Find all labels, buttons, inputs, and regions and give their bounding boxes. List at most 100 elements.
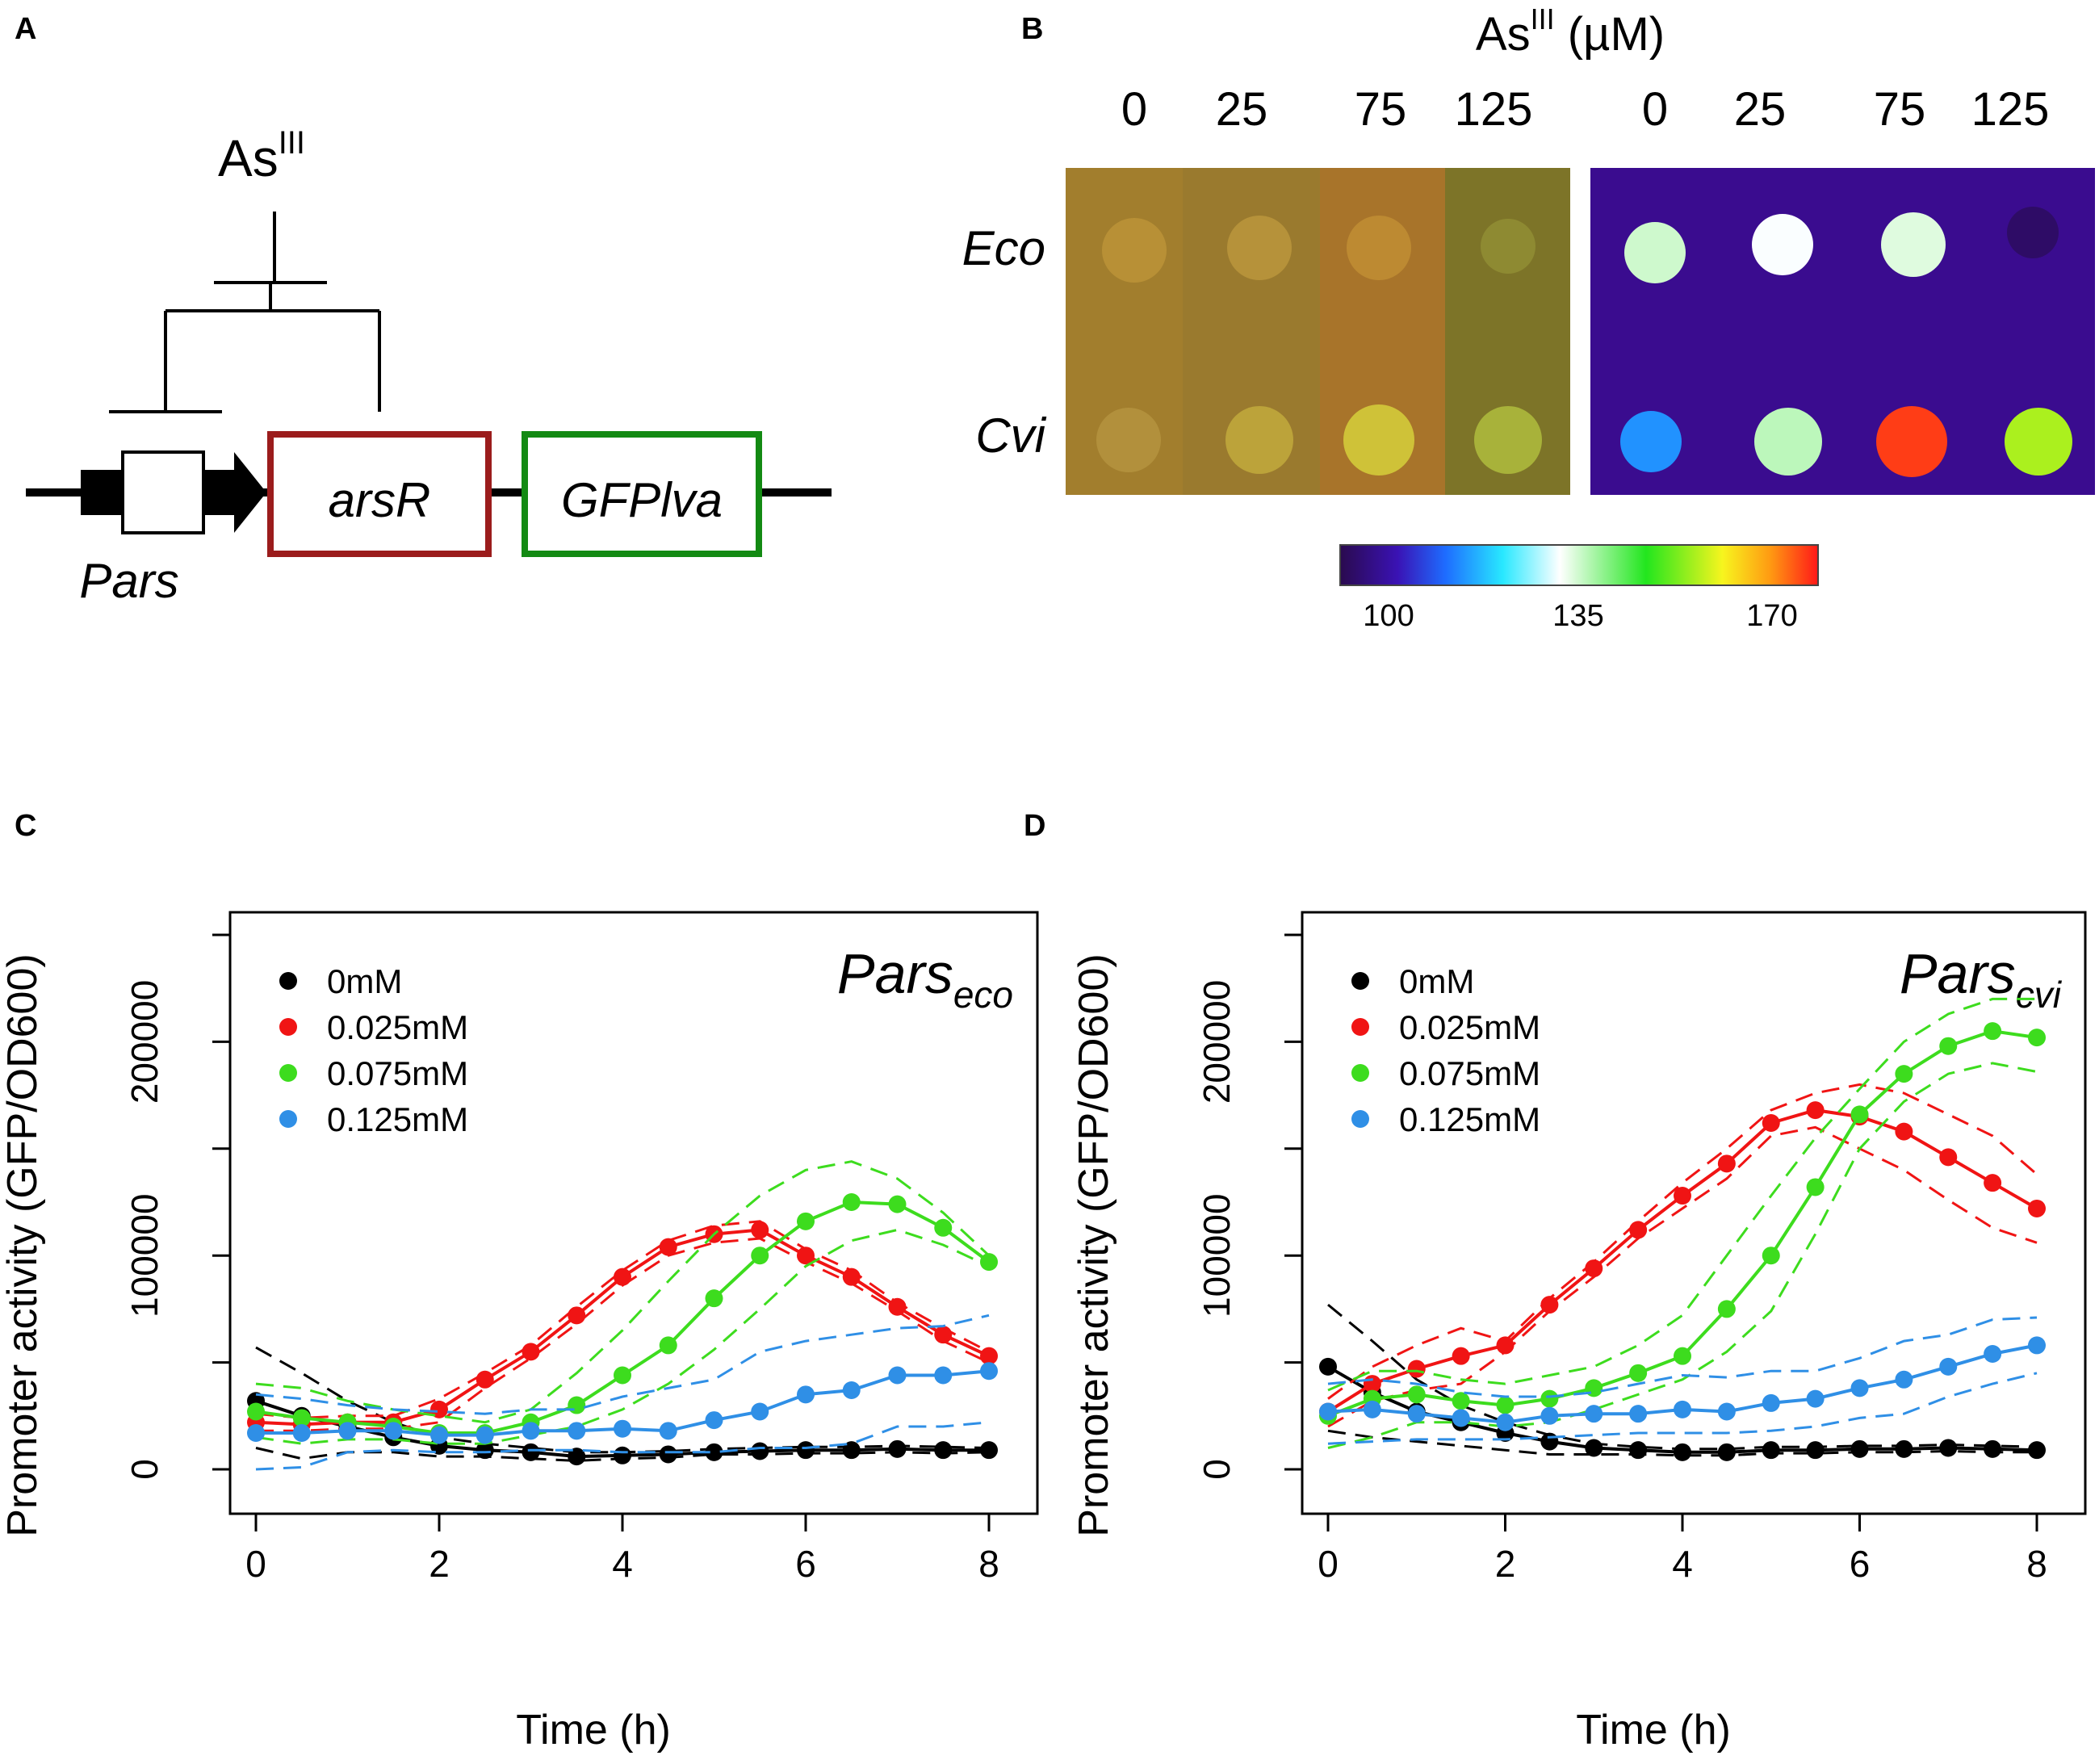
data-point [751,1402,769,1421]
x-tick-label: 8 [978,1543,999,1585]
data-point [430,1426,448,1444]
data-point [476,1441,494,1460]
chart-title-main: Pars [837,942,953,1005]
fluorescence-spot [1876,406,1947,477]
data-point [797,1441,815,1460]
data-point [292,1423,311,1442]
data-point [2028,1029,2046,1047]
series-0.125mM [1319,1316,2046,1445]
data-point [1850,1105,1869,1124]
fluorescence-spot [1754,408,1822,476]
x-axis-title: Time (h) [516,1707,671,1754]
data-point [476,1426,494,1444]
x-tick-label: 0 [245,1543,266,1585]
legend-marker [279,1064,297,1082]
effector-label: AsIII [218,125,305,187]
data-point [1585,1439,1603,1457]
y-tick-label: 0 [124,1459,165,1480]
data-point [2028,1199,2046,1217]
series-0.075mM [1319,997,2046,1449]
legend-label: 0.075mM [1399,1054,1540,1092]
line-chart-c: 0 2 4 6 8 0 100000 200000 Time (h) Promoter activ… [0,911,1039,1754]
x-tick-label: 6 [1850,1543,1871,1585]
panel-d: D 0 2 4 6 8 0 100000 200000 Time (h) Promoter act… [1024,809,2087,1754]
data-point [842,1267,861,1286]
data-point [1717,1443,1736,1461]
x-tick-label: 8 [2026,1543,2047,1585]
legend-label: 0.075mM [327,1054,468,1092]
construct-diagram: arsR GFPlva Pars [26,431,832,608]
legend-marker [1351,1064,1369,1082]
line-chart-d: 0 2 4 6 8 0 100000 200000 Time (h) Promoter activ… [1070,911,2087,1754]
legend-marker [279,1110,297,1128]
ci-upper-line [255,1220,990,1419]
conc-label: 125 [1455,83,1533,136]
x-tick-label: 0 [1318,1543,1339,1585]
arsr-gene-box [267,431,492,557]
data-point [1540,1389,1559,1408]
data-point [797,1385,815,1404]
data-point [568,1396,586,1414]
data-point [1674,1400,1691,1418]
legend-label: 0.125mM [327,1100,468,1138]
data-point [1717,1300,1736,1318]
legend-marker [1351,972,1369,990]
ci-upper-line [1327,997,2037,1392]
gfp-gene-box [522,431,762,557]
data-point [1452,1409,1470,1427]
fluorescence-spot [1620,411,1682,472]
data-point [1496,1413,1515,1431]
fluorescence-spot [1752,214,1813,275]
data-point [934,1366,953,1385]
data-point [751,1221,769,1239]
data-point [1895,1370,1913,1389]
data-point [1452,1392,1470,1410]
photo-spot [1474,406,1542,474]
x-tick-label: 6 [795,1543,816,1585]
data-point [522,1443,540,1461]
photo-spot [1225,406,1293,474]
conc-label: 0 [1121,83,1147,136]
data-point [247,1423,265,1442]
photo-spot [1347,216,1411,280]
y-axis-title: Promoter activity (GFP/OD600) [0,953,46,1536]
conc-label: 0 [1642,83,1668,136]
ci-upper-line [255,1160,991,1424]
legend-marker [1351,1018,1369,1036]
legend-marker [279,1018,297,1036]
data-point [888,1439,907,1458]
data-point [888,1195,907,1213]
gfp-gene-label: GFPlva [561,473,723,527]
ci-upper-line [255,1314,990,1415]
data-point [1629,1405,1648,1423]
legend-label: 0.025mM [1399,1008,1540,1046]
ci-lower-line [1327,1372,2038,1445]
data-point [934,1326,953,1344]
data-point [1540,1296,1559,1314]
legend-label: 0mM [1399,962,1474,1000]
data-point [1939,1148,1958,1167]
data-point [614,1267,631,1286]
conc-label: 75 [1355,83,1407,136]
data-point [1319,1402,1337,1421]
data-point [842,1193,861,1211]
chart-title-subscript: eco [953,974,1013,1016]
ci-upper-line [1327,1083,2038,1400]
photo-spot [1343,404,1414,476]
data-point [476,1370,494,1389]
data-point [522,1343,540,1361]
data-point [980,1362,998,1381]
data-point [2028,1441,2046,1460]
chart-title: Parscvi [1900,942,2063,1016]
data-point [1674,1347,1691,1365]
panel-c: C 0 2 4 6 8 0 100000 200000 Time (h) Promoter act… [0,809,1039,1754]
data-point [430,1400,448,1418]
effector-sup: III [279,125,305,161]
data-point [568,1448,586,1466]
data-point [659,1422,677,1440]
data-point [1629,1221,1648,1239]
photo-spot [1102,218,1167,283]
data-point [1585,1259,1603,1278]
data-point [522,1422,540,1440]
data-point [1452,1347,1470,1365]
